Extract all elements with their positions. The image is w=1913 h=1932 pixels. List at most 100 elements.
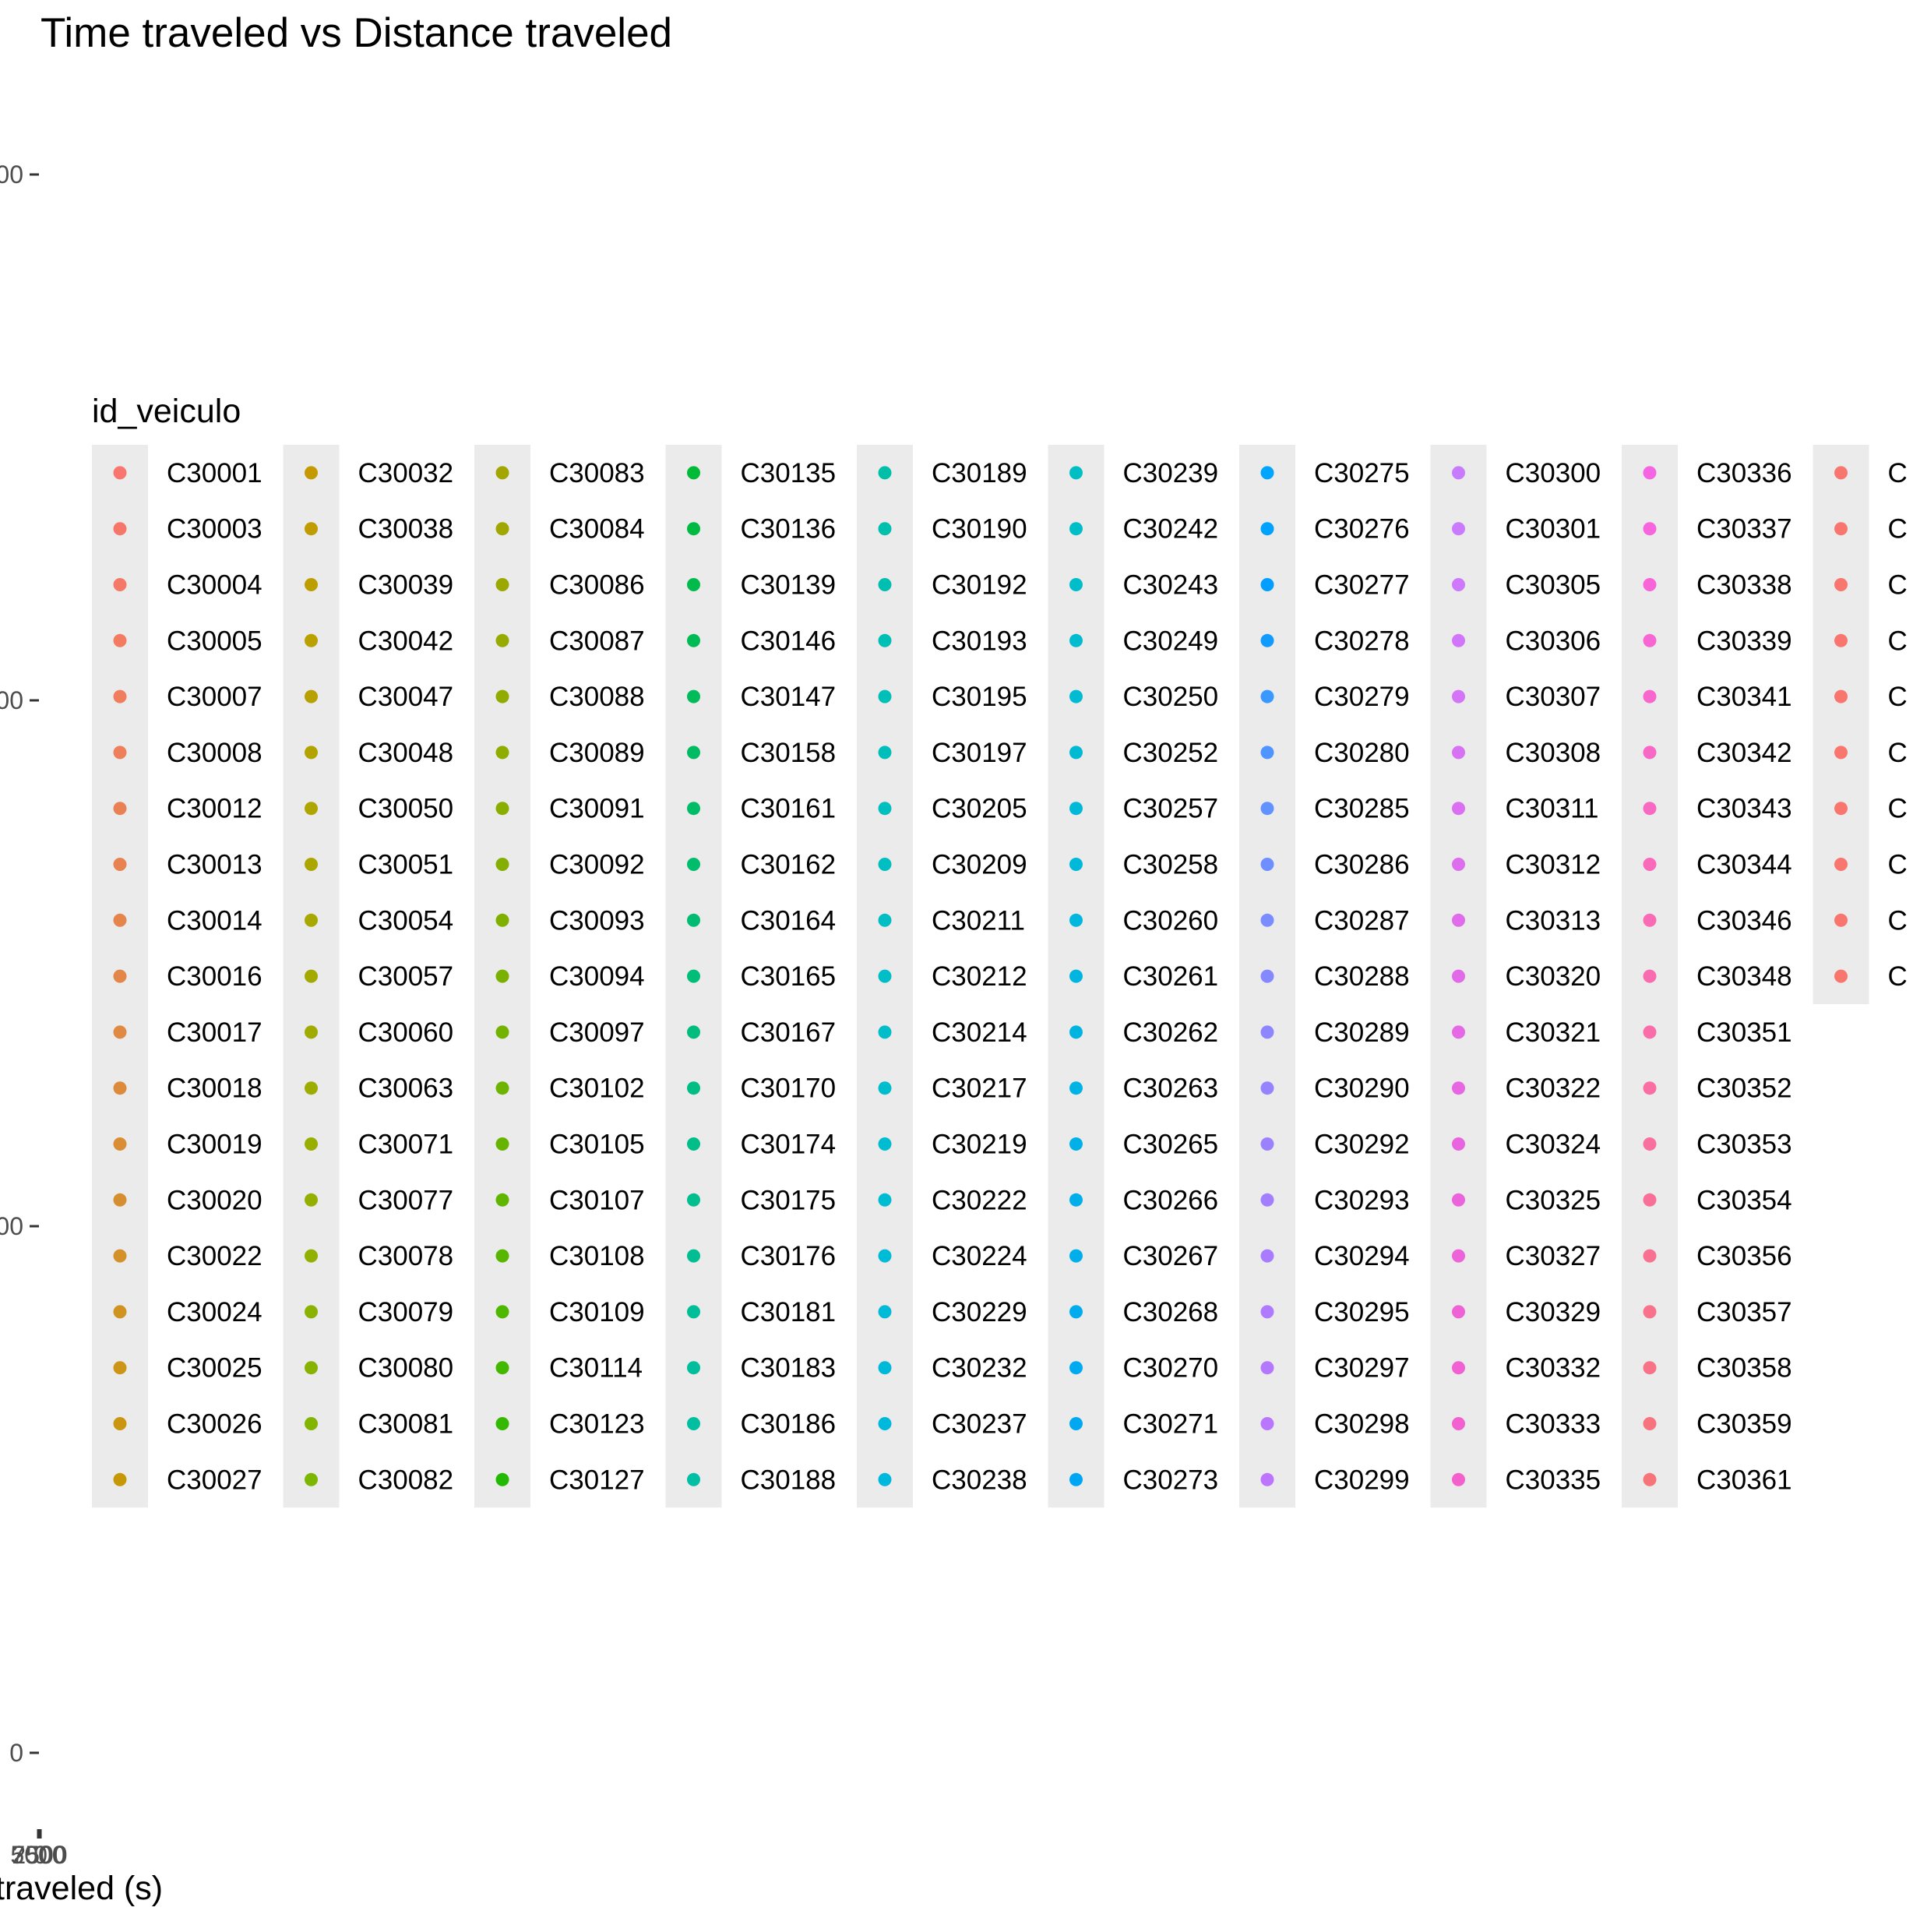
legend-entry-label: C30312 [1506, 850, 1601, 880]
legend-entry-label: C30275 [1314, 458, 1410, 488]
legend-point-marker [1643, 1305, 1657, 1319]
legend-point-marker [878, 1137, 892, 1151]
legend-entry-label: C30081 [358, 1409, 454, 1440]
legend-point-marker [305, 1305, 318, 1319]
legend-entry-label: C30289 [1314, 1017, 1410, 1048]
legend-point-marker [1452, 578, 1465, 591]
legend-entry-label: C30285 [1314, 794, 1410, 824]
legend-point-marker [1643, 969, 1657, 983]
legend-entry-label: C30093 [549, 905, 645, 936]
legend-entry-label: C30161 [741, 794, 837, 824]
legend-point-marker [113, 466, 127, 480]
legend-point-marker [1260, 1193, 1274, 1207]
legend-entry-label: C30004 [167, 570, 262, 601]
legend-point-marker [1643, 1249, 1657, 1263]
legend-point-marker [1643, 1417, 1657, 1430]
legend-point-marker [1834, 746, 1848, 760]
legend-point-marker [495, 1417, 509, 1430]
legend-point-marker [1643, 1193, 1657, 1207]
legend-point-marker [1643, 802, 1657, 816]
legend-entry-label: C30164 [741, 905, 837, 936]
legend-entry-label: C30014 [167, 905, 262, 936]
legend-entry-label: C30051 [358, 850, 454, 880]
legend-point-marker [305, 1025, 318, 1039]
legend-point-marker [687, 522, 700, 536]
legend-point-marker [878, 1025, 892, 1039]
legend-entry-label: C30301 [1506, 514, 1601, 545]
legend-point-marker [1069, 858, 1083, 871]
legend-point-marker [305, 1137, 318, 1151]
legend-point-marker [113, 1249, 127, 1263]
legend-entry-label: C30022 [167, 1241, 262, 1271]
legend-entry-label: C30127 [549, 1465, 645, 1495]
legend-point-marker [1260, 1305, 1274, 1319]
legend: id_veiculo C30001C30003C30004C30005C3000… [92, 393, 1908, 1508]
legend-point-marker [113, 1193, 127, 1207]
legend-point-marker [1834, 578, 1848, 591]
legend-point-marker [495, 522, 509, 536]
legend-entry-label: C30308 [1506, 738, 1601, 768]
legend-point-marker [1834, 522, 1848, 536]
legend-entry-label: C30174 [741, 1130, 837, 1160]
legend-point-marker [878, 969, 892, 983]
legend-entry-label: C30209 [932, 850, 1027, 880]
legend-entry-label: C [1888, 514, 1908, 545]
legend-point-marker [687, 1137, 700, 1151]
legend-point-marker [1452, 1417, 1465, 1430]
legend-entry-label: C30147 [741, 682, 837, 712]
legend-entry-label: C30188 [741, 1465, 837, 1495]
legend-point-marker [305, 802, 318, 816]
legend-point-marker [687, 1081, 700, 1095]
legend-point-marker [1069, 1305, 1083, 1319]
legend-point-marker [113, 858, 127, 871]
legend-entry-label: C30189 [932, 458, 1027, 488]
legend-point-marker [1643, 633, 1657, 647]
legend-point-marker [305, 466, 318, 480]
legend-point-marker [1834, 858, 1848, 871]
legend-point-marker [878, 1361, 892, 1375]
legend-point-marker [687, 746, 700, 760]
legend-point-marker [113, 1305, 127, 1319]
legend-entry-label: C30262 [1123, 1017, 1219, 1048]
legend-point-marker [1834, 689, 1848, 703]
legend-entry-label: C30322 [1506, 1074, 1601, 1104]
legend-point-marker [305, 1249, 318, 1263]
legend-entry-label: C30197 [932, 738, 1027, 768]
legend-entry-label: C30025 [167, 1353, 262, 1384]
legend-keys: C30001 C30003 C30004 C30005 C30007 C30008 C300… [92, 445, 1908, 1508]
legend-entry-label: C30170 [741, 1074, 837, 1104]
legend-point-marker [113, 913, 127, 927]
legend-entry-label: C30193 [932, 626, 1027, 656]
legend-entry-label: C30335 [1506, 1465, 1601, 1495]
legend-entry-label: C30079 [358, 1297, 454, 1327]
y-tick-label: 00 [0, 686, 23, 714]
legend-point-marker [305, 913, 318, 927]
legend-entry-label: C30017 [167, 1017, 262, 1048]
legend-point-marker [1452, 466, 1465, 480]
legend-entry-label: C30361 [1696, 1465, 1792, 1495]
legend-entry-label: C30237 [932, 1409, 1027, 1440]
legend-entry-label: C30082 [358, 1465, 454, 1495]
legend-point-marker [113, 1472, 127, 1486]
legend-point-marker [305, 1193, 318, 1207]
legend-point-marker [1834, 633, 1848, 647]
y-tick-label: 00 [0, 1212, 23, 1240]
legend-point-marker [1643, 1025, 1657, 1039]
legend-entry-label: C30042 [358, 626, 454, 656]
legend-entry-label: C30298 [1314, 1409, 1410, 1440]
legend-entry-label: C30135 [741, 458, 837, 488]
legend-point-marker [1069, 689, 1083, 703]
legend-point-marker [878, 1417, 892, 1430]
legend-point-marker [687, 466, 700, 480]
legend-point-marker [687, 802, 700, 816]
legend-point-marker [495, 802, 509, 816]
legend-entry-label: C30018 [167, 1074, 262, 1104]
legend-point-marker [687, 913, 700, 927]
legend-entry-label: C30105 [549, 1130, 645, 1160]
legend-entry-label: C30054 [358, 905, 454, 936]
legend-point-marker [495, 466, 509, 480]
legend-point-marker [687, 1193, 700, 1207]
legend-entry-label: C30356 [1696, 1241, 1792, 1271]
legend-point-marker [305, 1081, 318, 1095]
legend-entry-label: C30192 [932, 570, 1027, 601]
